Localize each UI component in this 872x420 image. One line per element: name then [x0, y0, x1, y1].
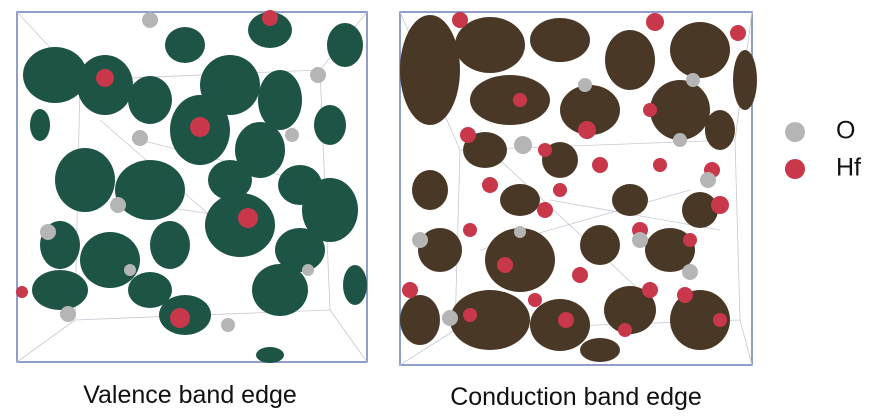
conduction-panel	[400, 12, 757, 365]
valence-panel	[16, 10, 367, 363]
legend: O Hf	[785, 117, 861, 182]
legend-swatch	[785, 159, 805, 179]
legend-swatch	[785, 122, 805, 142]
legend-label: O	[836, 117, 855, 145]
panel-caption: Conduction band edge	[450, 383, 702, 411]
figure-canvas: Valence band edge Conduction band edge O…	[0, 0, 872, 420]
figure: Valence band edge Conduction band edge O…	[0, 0, 872, 420]
legend-label: Hf	[836, 154, 861, 182]
panel-caption: Valence band edge	[83, 381, 297, 409]
